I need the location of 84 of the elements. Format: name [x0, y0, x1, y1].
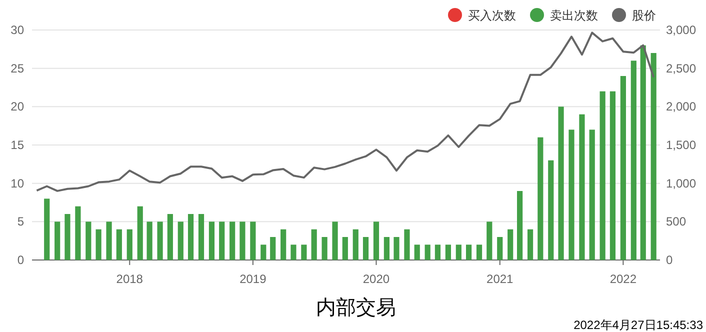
- bar: [476, 244, 482, 260]
- bar: [332, 222, 338, 260]
- y-tick-label: 20: [10, 100, 24, 114]
- bar: [558, 106, 564, 260]
- y-tick-label: 15: [10, 138, 24, 152]
- bar: [137, 206, 143, 260]
- bar: [280, 229, 286, 260]
- bar: [270, 237, 276, 260]
- bar: [290, 244, 296, 260]
- bar: [630, 60, 636, 260]
- text: 内部交易: [316, 297, 396, 319]
- bar: [126, 229, 132, 260]
- bar: [517, 191, 523, 260]
- bar: [106, 222, 112, 260]
- bar: [508, 229, 514, 260]
- bar: [342, 237, 348, 260]
- bar: [44, 198, 50, 260]
- legend-label: 股价: [632, 8, 656, 22]
- bar: [116, 229, 122, 260]
- bar: [208, 222, 215, 260]
- x-tick-label: 2019: [240, 272, 267, 286]
- bar: [384, 237, 390, 260]
- bar: [589, 130, 595, 260]
- y2-tick-label: 500: [666, 214, 686, 229]
- bar: [600, 91, 606, 260]
- bar: [230, 222, 236, 260]
- y2-tick-label: 3,000: [666, 23, 696, 37]
- bar: [157, 222, 163, 260]
- bar: [497, 237, 503, 260]
- bar: [486, 222, 492, 260]
- bar: [548, 160, 554, 260]
- bar: [404, 229, 410, 260]
- legend-label: 卖出次数: [550, 8, 598, 22]
- bar: [352, 229, 358, 260]
- bar: [240, 222, 246, 260]
- x-tick-label: 2022: [610, 272, 637, 286]
- y-tick-label: 30: [10, 23, 24, 37]
- bar: [146, 222, 152, 260]
- bar: [260, 244, 266, 260]
- bar: [620, 76, 626, 260]
- bar: [650, 53, 656, 260]
- y-tick-label: 10: [10, 176, 24, 190]
- bar: [178, 222, 184, 260]
- y2-tick-label: 1,000: [666, 176, 696, 190]
- bar: [311, 229, 317, 260]
- y-tick-label: 0: [17, 253, 24, 267]
- bar: [424, 244, 430, 260]
- bar: [610, 91, 616, 260]
- bar: [640, 45, 646, 260]
- bar: [219, 222, 225, 260]
- bar: [64, 214, 70, 260]
- bar: [456, 244, 462, 260]
- text: 2022年4月27日15:45:33: [574, 318, 704, 332]
- bar: [301, 244, 307, 260]
- x-tick-label: 2021: [486, 272, 514, 286]
- y2-tick-label: 2,500: [666, 61, 696, 76]
- bar: [568, 130, 574, 260]
- bar: [394, 237, 400, 260]
- bar: [167, 214, 173, 260]
- bar: [538, 137, 544, 260]
- bar: [466, 244, 472, 260]
- bar: [434, 244, 441, 260]
- bar: [96, 229, 102, 260]
- x-tick-label: 2018: [116, 272, 144, 286]
- bar: [579, 114, 585, 260]
- bar: [250, 222, 256, 260]
- x-tick-label: 2020: [362, 272, 390, 286]
- bar: [188, 214, 194, 260]
- bar: [75, 206, 81, 260]
- bar: [198, 214, 204, 260]
- y2-tick-label: 1,500: [666, 138, 696, 152]
- bar: [322, 237, 328, 260]
- bar: [445, 244, 451, 260]
- bar: [54, 222, 60, 260]
- y2-tick-label: 0: [666, 253, 673, 267]
- bar: [362, 237, 369, 260]
- bar: [373, 222, 380, 260]
- y2-tick-label: 2,000: [666, 100, 696, 114]
- bar: [86, 222, 92, 260]
- bar: [527, 229, 534, 260]
- y-tick-label: 5: [17, 214, 24, 229]
- legend-label: 买入次数: [468, 8, 516, 22]
- bar: [414, 244, 420, 260]
- y-tick-label: 25: [10, 61, 24, 76]
